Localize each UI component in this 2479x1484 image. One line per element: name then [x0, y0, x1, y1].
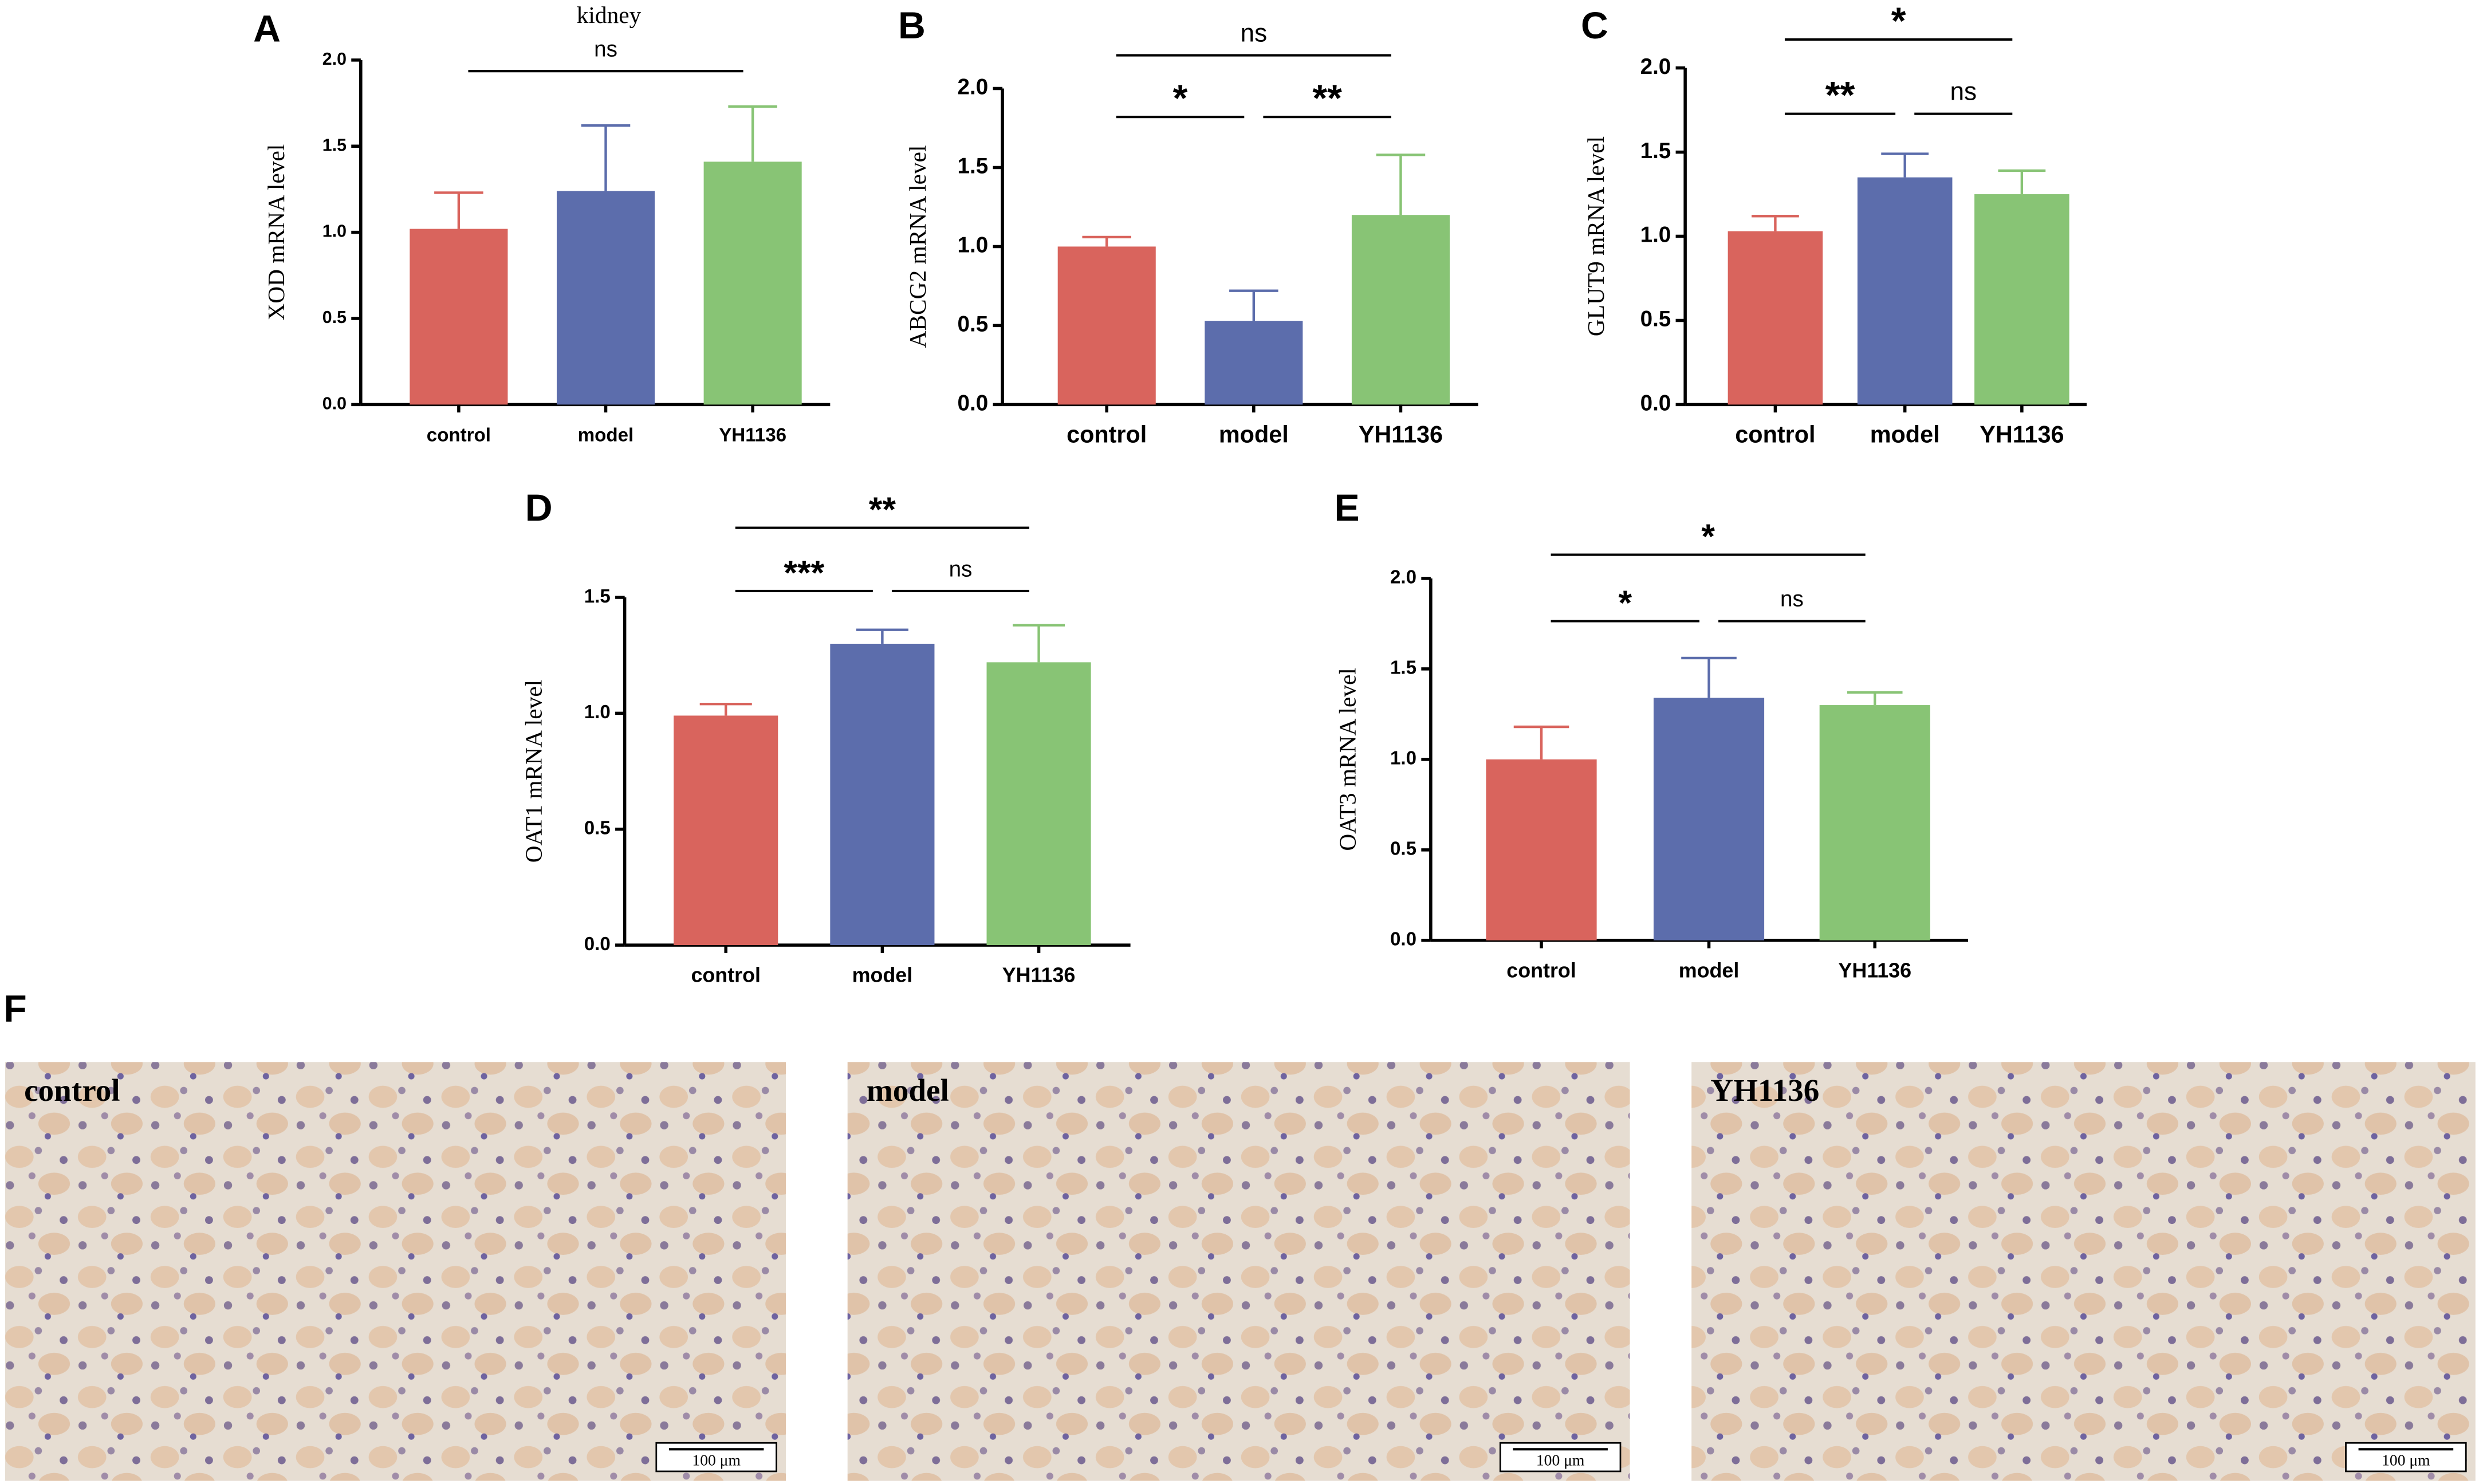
x-tick-label: control — [691, 964, 761, 987]
x-tick-label: model — [852, 964, 913, 987]
y-tick-label: 0.0 — [1640, 391, 1671, 416]
significance-label: ns — [1950, 77, 1977, 105]
significance-label: ns — [949, 557, 973, 581]
bar — [703, 162, 802, 405]
significance-label: ns — [1780, 587, 1804, 612]
significance-label: *** — [784, 553, 824, 592]
bar — [674, 715, 778, 946]
scale-bar-box — [1499, 1442, 1622, 1473]
micrograph-title: model — [867, 1073, 949, 1108]
x-tick-label: control — [427, 424, 491, 446]
bar — [410, 229, 508, 405]
bar — [1057, 246, 1156, 405]
chart-title: kidney — [577, 2, 642, 28]
chart-panel: C GLUT9 mRNA level 0.0 0.5 1.0 1.5 2.0 control m… — [1581, 0, 2087, 448]
chart-panel: E OAT3 mRNA level 0.0 0.5 1.0 1.5 2.0 control mo… — [1335, 487, 1969, 982]
y-tick-label: 2.0 — [1640, 54, 1671, 79]
y-tick-label: 1.5 — [1640, 139, 1671, 163]
scale-bar-box — [2345, 1442, 2467, 1473]
bar — [986, 662, 1091, 946]
x-tick-label: YH1136 — [1359, 422, 1443, 448]
chart-panel: B ABCG2 mRNA level 0.0 0.5 1.0 1.5 2.0 control m… — [898, 5, 1478, 448]
significance-label: * — [1173, 77, 1188, 120]
x-tick-label: YH1136 — [719, 424, 786, 446]
significance-label: * — [1891, 0, 1906, 42]
bar — [1205, 321, 1303, 405]
x-tick-label: YH1136 — [1980, 422, 2064, 448]
panel-label: F — [3, 987, 26, 1030]
y-tick-label: 1.0 — [958, 233, 989, 258]
x-tick-label: model — [1219, 422, 1289, 448]
y-tick-label: 0.0 — [584, 934, 611, 955]
significance-label: ** — [869, 490, 896, 529]
x-tick-label: control — [1735, 422, 1815, 448]
y-tick-label: 1.0 — [1640, 223, 1671, 247]
scale-bar-label: 100 μm — [692, 1451, 741, 1469]
significance-label: ** — [1825, 74, 1855, 117]
panel-label: B — [898, 5, 926, 47]
significance-label: * — [1701, 517, 1715, 556]
x-tick-label: control — [1067, 422, 1147, 448]
bar — [556, 191, 655, 405]
y-axis-label: OAT3 mRNA level — [1335, 668, 1361, 851]
bar — [1857, 177, 1953, 405]
y-axis-label: GLUT9 mRNA level — [1583, 136, 1609, 336]
y-tick-label: 0.5 — [958, 312, 989, 337]
y-tick-label: 1.0 — [322, 222, 347, 241]
panel-label: E — [1335, 487, 1360, 529]
x-tick-label: YH1136 — [1838, 959, 1911, 982]
y-tick-label: 0.5 — [322, 308, 347, 327]
y-tick-label: 0.0 — [1390, 929, 1416, 950]
scale-bar-label: 100 μm — [1536, 1451, 1585, 1469]
micrograph — [847, 1062, 1630, 1481]
bar — [1486, 759, 1597, 940]
bar — [830, 643, 935, 946]
micrograph-title: YH1136 — [1710, 1073, 1819, 1108]
micrograph — [5, 1062, 786, 1481]
y-tick-label: 1.5 — [584, 586, 611, 607]
x-tick-label: model — [1870, 422, 1940, 448]
y-tick-label: 0.5 — [584, 817, 611, 839]
significance-label: ns — [1241, 19, 1268, 47]
scale-bar-label: 100 μm — [2382, 1451, 2430, 1469]
y-tick-label: 0.5 — [1390, 839, 1416, 860]
panel-label: A — [253, 8, 281, 50]
bar — [1819, 705, 1930, 940]
x-tick-label: control — [1506, 959, 1576, 982]
x-tick-label: model — [1679, 959, 1740, 982]
y-tick-label: 1.0 — [1390, 748, 1416, 769]
y-tick-label: 0.5 — [1640, 307, 1671, 332]
y-tick-label: 2.0 — [1390, 567, 1416, 588]
scale-bar-box — [655, 1442, 777, 1473]
panel-label: D — [525, 487, 553, 529]
significance-label: ns — [594, 37, 617, 62]
y-tick-label: 2.0 — [322, 50, 347, 69]
y-tick-label: 0.0 — [322, 394, 347, 413]
micrograph — [1691, 1062, 2476, 1481]
bar — [1728, 231, 1823, 405]
x-tick-label: model — [578, 424, 634, 446]
bar — [1351, 215, 1450, 405]
y-tick-label: 0.0 — [958, 391, 989, 416]
y-tick-label: 2.0 — [958, 75, 989, 100]
y-tick-label: 1.5 — [1390, 658, 1416, 679]
y-axis-label: XOD mRNA level — [263, 144, 289, 321]
micrograph-title: control — [24, 1073, 120, 1108]
y-tick-label: 1.5 — [322, 136, 347, 155]
bar — [1974, 194, 2069, 405]
significance-label: ** — [1312, 77, 1342, 120]
chart-panel: D OAT1 mRNA level 0.0 0.5 1.0 1.5 control model… — [521, 487, 1131, 987]
y-tick-label: 1.5 — [958, 154, 989, 179]
y-axis-label: OAT1 mRNA level — [521, 680, 547, 863]
panel-label: C — [1581, 5, 1608, 47]
y-tick-label: 1.0 — [584, 702, 611, 723]
significance-label: * — [1618, 583, 1632, 622]
y-axis-label: ABCG2 mRNA level — [904, 145, 931, 348]
x-tick-label: YH1136 — [1002, 964, 1076, 987]
bar — [1653, 698, 1765, 940]
